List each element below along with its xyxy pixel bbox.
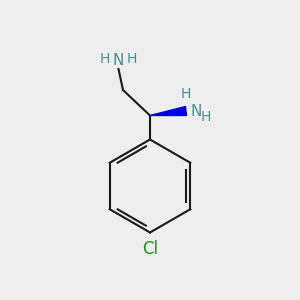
Text: N: N	[113, 52, 124, 68]
Text: H: H	[100, 52, 110, 66]
Text: H: H	[127, 52, 137, 66]
Polygon shape	[150, 106, 187, 116]
Text: H: H	[200, 110, 211, 124]
Text: Cl: Cl	[142, 240, 158, 258]
Text: H: H	[181, 86, 191, 100]
Text: N: N	[190, 103, 202, 118]
